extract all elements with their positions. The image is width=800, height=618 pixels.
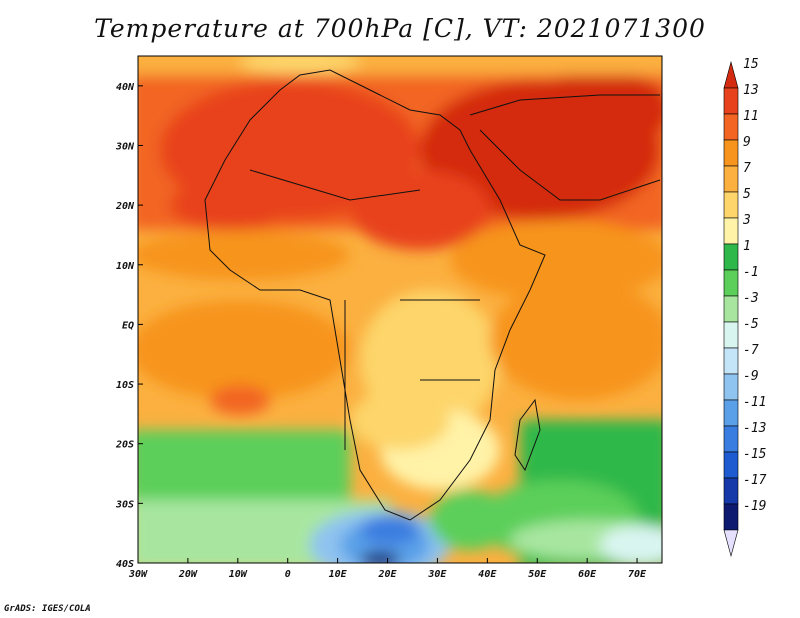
colorbar-segment bbox=[723, 60, 739, 89]
colorbar-segment bbox=[723, 399, 739, 427]
colorbar-label: 5 bbox=[743, 187, 751, 202]
lat-tick-label: 20N bbox=[115, 201, 135, 212]
lat-tick-label: 40N bbox=[116, 82, 135, 93]
lon-tick-label: 40E bbox=[478, 569, 497, 580]
lon-tick-label: 60E bbox=[578, 569, 597, 580]
lon-tick-label: 70E bbox=[628, 569, 647, 580]
colorbar-label: -15 bbox=[743, 447, 767, 462]
colorbar-segment bbox=[723, 87, 739, 115]
lat-tick-label: 30N bbox=[115, 141, 135, 152]
credit-text: GrADS: IGES/COLA bbox=[4, 604, 91, 614]
lat-tick-label: EQ bbox=[122, 320, 134, 331]
lon-tick-label: 30E bbox=[427, 569, 447, 580]
lat-tick-label: 40S bbox=[116, 559, 134, 570]
colorbar-label: -3 bbox=[743, 291, 759, 306]
colorbar-segment bbox=[723, 191, 739, 219]
colorbar-label: -13 bbox=[743, 421, 766, 436]
lon-tick-label: 30W bbox=[128, 569, 148, 580]
lat-tick-label: 10N bbox=[116, 261, 135, 272]
colorbar-label: -19 bbox=[743, 499, 766, 514]
lat-tick-label: 10S bbox=[116, 380, 134, 391]
colorbar-label: -17 bbox=[743, 473, 767, 488]
longitude-ticks: 30W 20W 10W 0 10E 20E 30E 40E 50E 60E 70E bbox=[128, 558, 647, 580]
colorbar-label: -7 bbox=[743, 343, 759, 358]
colorbar-label: -11 bbox=[743, 395, 766, 410]
colorbar-label: 3 bbox=[742, 213, 751, 228]
colorbar-label: -9 bbox=[743, 369, 759, 384]
lon-tick-label: 10E bbox=[329, 569, 348, 580]
latitude-ticks: 40N 30N 20N 10N EQ 10S 20S 30S 40S bbox=[115, 82, 143, 570]
colorbar-label: -5 bbox=[743, 317, 759, 332]
colorbar-segment bbox=[723, 373, 739, 401]
lon-tick-label: 20W bbox=[178, 569, 198, 580]
colorbar-label: 15 bbox=[743, 57, 759, 72]
colorbar-segment bbox=[723, 113, 739, 141]
colorbar-segment bbox=[723, 269, 739, 297]
colorbar-segment bbox=[723, 425, 739, 453]
colorbar-label: 1 bbox=[743, 239, 751, 254]
lon-tick-label: 50E bbox=[528, 569, 547, 580]
map-title: Temperature at 700hPa [C], VT: 202107130… bbox=[94, 14, 706, 43]
colorbar-label: -1 bbox=[743, 265, 759, 280]
colorbar-segment bbox=[723, 165, 739, 193]
lon-tick-label: 0 bbox=[285, 569, 291, 580]
colorbar-segment bbox=[723, 347, 739, 375]
lon-tick-label: 20E bbox=[377, 569, 397, 580]
colorbar-segment bbox=[723, 503, 739, 531]
colorbar-segment bbox=[723, 139, 739, 167]
colorbar-segment bbox=[723, 217, 739, 245]
colorbar-segment bbox=[723, 295, 739, 323]
lat-tick-label: 30S bbox=[115, 499, 134, 510]
colorbar-segment bbox=[723, 451, 739, 479]
coastlines bbox=[204, 69, 661, 521]
temperature-field bbox=[138, 56, 662, 563]
colorbar-segment bbox=[723, 321, 739, 349]
colorbar-label: 13 bbox=[743, 83, 759, 98]
colorbar: 15 13 11 9 7 5 3 1 -1 -3 -5 -7 -9 -11 -13 -15 -17 -19 bbox=[723, 57, 767, 558]
colorbar-label: 9 bbox=[743, 135, 751, 150]
lat-tick-label: 20S bbox=[115, 440, 134, 451]
colorbar-segment bbox=[723, 529, 739, 558]
colorbar-segment bbox=[723, 243, 739, 271]
colorbar-label: 11 bbox=[743, 109, 759, 124]
plot-frame bbox=[137, 55, 663, 564]
colorbar-segment bbox=[723, 477, 739, 505]
colorbar-label: 7 bbox=[743, 161, 751, 176]
lon-tick-label: 10W bbox=[229, 569, 248, 580]
